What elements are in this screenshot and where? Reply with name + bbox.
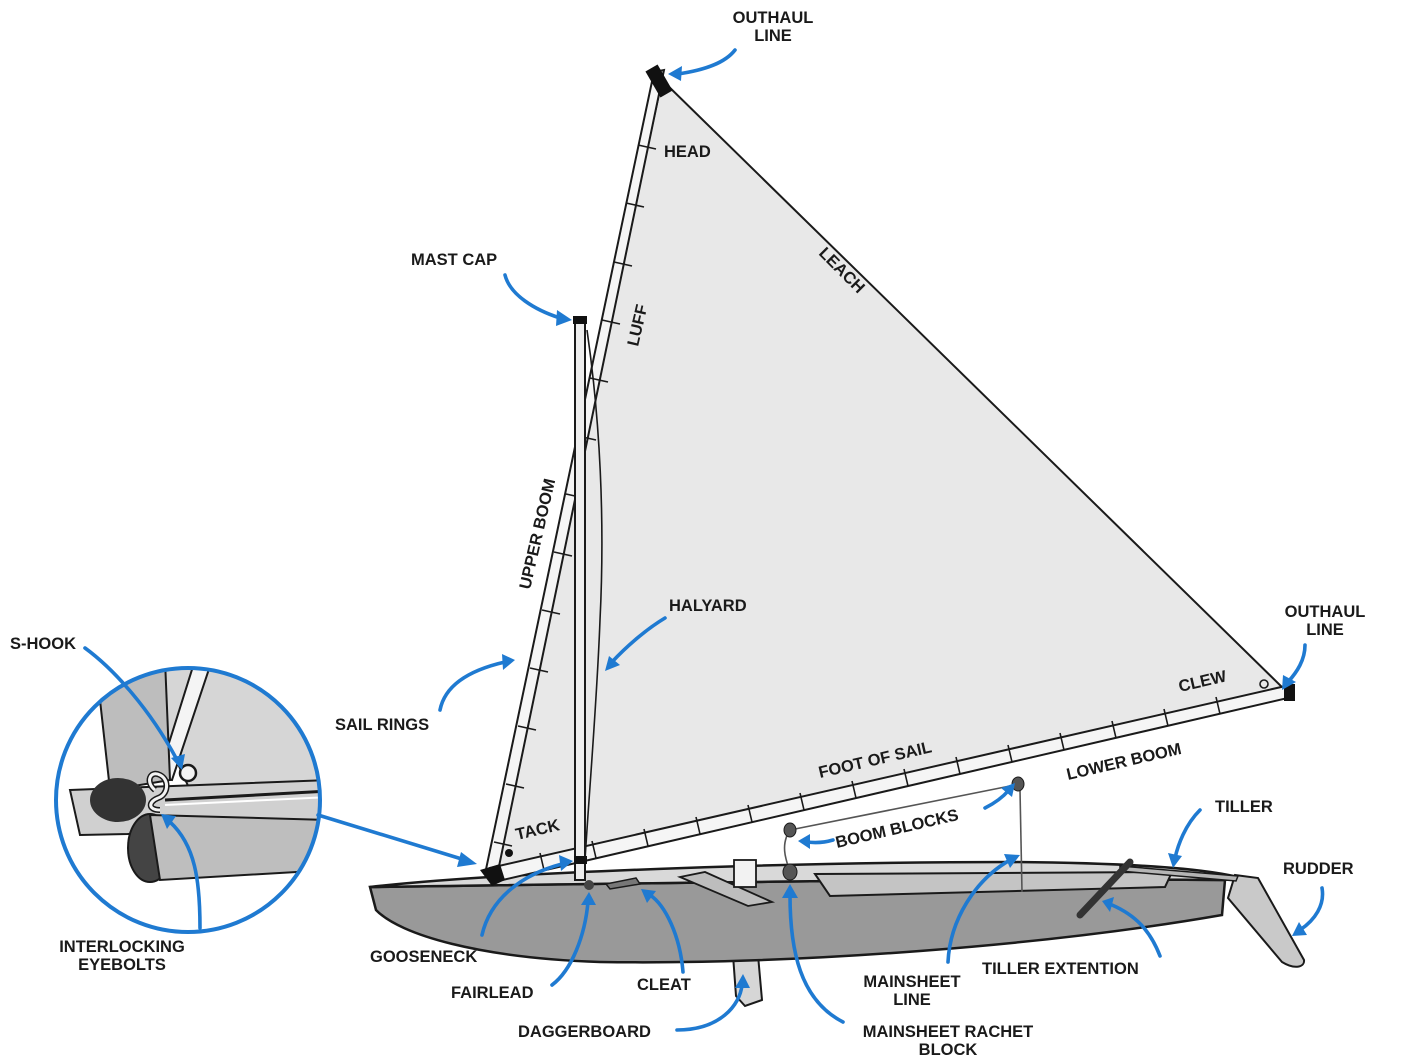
boom-block-rope (789, 784, 1016, 831)
tiller-extension-shape (1076, 858, 1134, 919)
label-sail-rings: SAIL RINGS (335, 716, 429, 734)
label-mast-cap: MAST CAP (411, 251, 497, 269)
arrow-s-hook (83, 646, 178, 760)
label-head: HEAD (664, 143, 711, 161)
rudder-shape (1226, 873, 1306, 968)
zoom-connector-arrow (316, 813, 467, 862)
s-hook-detail-zoom (54, 666, 322, 934)
fairlead-shape (584, 880, 594, 890)
tack-fitting (480, 864, 505, 886)
arrow-mainsheet-line (946, 858, 1012, 964)
label-mainsheet-line: MAINSHEET LINE (863, 973, 960, 1009)
arrow-mast-cap (503, 273, 562, 320)
tack-knob (505, 849, 513, 857)
label-tiller-extention: TILLER EXTENTION (982, 960, 1139, 978)
cockpit (813, 870, 1174, 898)
label-outhaul-line-top: OUTHAUL LINE (733, 9, 814, 45)
arrow-mainsheet-rachet-block (788, 893, 845, 1024)
halyard-line (584, 329, 603, 861)
arrow-rudder (1298, 886, 1325, 932)
mast (574, 319, 586, 881)
label-halyard: HALYARD (669, 597, 747, 615)
arrow-sail-rings (438, 660, 507, 712)
callout-arrows (83, 48, 1325, 1032)
label-mainsheet-rachet-block: MAINSHEET RACHET BLOCK (863, 1023, 1034, 1059)
arrow-boom-blocks (805, 838, 835, 845)
arrow-tiller-extention (1110, 903, 1162, 958)
label-cleat: CLEAT (637, 976, 691, 994)
clew-ring (1259, 679, 1269, 689)
sail-rig (480, 64, 1295, 886)
label-tiller: TILLER (1215, 798, 1273, 816)
gooseneck-shape (574, 856, 587, 864)
label-outhaul-line-right: OUTHAUL LINE (1285, 603, 1366, 639)
label-fairlead: FAIRLEAD (451, 984, 534, 1002)
upper-boom-tip (645, 64, 673, 98)
mainsheet-ratchet-block-shape (782, 863, 798, 881)
label-boom-blocks: BOOM BLOCKS (834, 806, 960, 852)
hull-side (368, 878, 1227, 964)
deck-block (733, 859, 757, 888)
zoom-circle-outline (54, 666, 322, 934)
label-rudder: RUDDER (1283, 860, 1354, 878)
arrow-gooseneck (480, 862, 564, 937)
label-daggerboard: DAGGERBOARD (518, 1023, 651, 1041)
label-gooseneck: GOOSENECK (370, 948, 477, 966)
mainsheet-line-shape (1019, 789, 1023, 893)
lower-boom-tip (1284, 684, 1295, 701)
arrow-cleat (648, 893, 685, 974)
arrow-halyard (610, 616, 667, 664)
arrow-outhaul-line-top (676, 48, 737, 76)
label-s-hook: S-HOOK (10, 635, 76, 653)
arrow-interlocking-eyebolts (168, 820, 202, 930)
arrow-tiller (1173, 808, 1202, 860)
boat-illustration (368, 776, 1306, 1008)
arrow-daggerboard (675, 983, 744, 1032)
arrow-outhaul-line-right (1286, 643, 1307, 684)
boom-block-front (783, 822, 797, 838)
arrow-boom-blocks-2 (983, 788, 1011, 810)
splash-guard (676, 871, 776, 907)
boom-block-rear (1011, 776, 1025, 792)
label-interlocking-eyebolts: INTERLOCKING EYEBOLTS (59, 938, 185, 974)
mast-cap-shape (573, 316, 587, 324)
cleat-shape (604, 877, 642, 890)
foot-rings (539, 696, 1221, 871)
arrow-fairlead (550, 900, 590, 987)
